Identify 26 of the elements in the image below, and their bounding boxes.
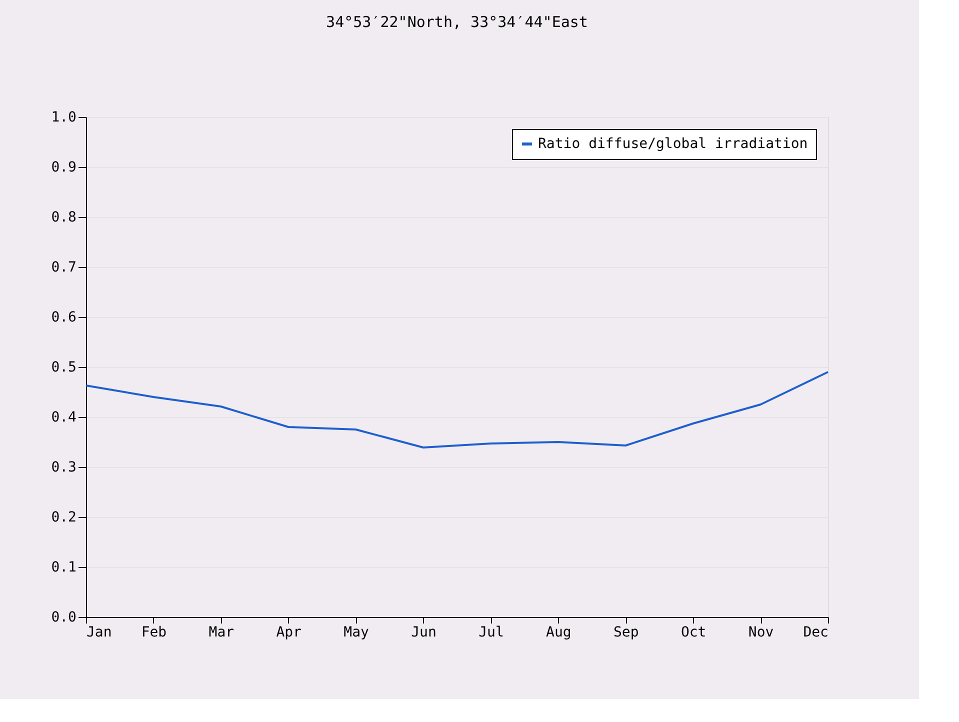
x-tick-label: Oct — [680, 624, 706, 640]
x-tick-label: Jul — [478, 624, 504, 640]
y-tick-label: 0.2 — [51, 510, 76, 526]
x-tick-label: Mar — [208, 624, 234, 640]
x-tick-label: Apr — [276, 624, 302, 640]
chart-title: 34°53′22"North, 33°34′44"East — [326, 13, 588, 31]
legend-label: Ratio diffuse/global irradiation — [538, 136, 808, 152]
y-tick-label: 0.7 — [51, 260, 76, 276]
x-tick-label: Sep — [613, 624, 639, 640]
y-tick-label: 0.1 — [51, 560, 76, 576]
x-tick-label: Jan — [86, 624, 112, 640]
y-tick-label: 0.9 — [51, 160, 76, 176]
x-tick-label: Dec — [803, 624, 828, 640]
y-tick-label: 0.3 — [51, 460, 76, 476]
y-tick-label: 0.5 — [51, 360, 76, 376]
x-tick-label: Jun — [411, 624, 436, 640]
y-tick-label: 0.0 — [51, 610, 76, 626]
y-tick-label: 1.0 — [51, 110, 76, 126]
x-tick-label: May — [344, 624, 369, 640]
x-tick-label: Feb — [141, 624, 167, 640]
y-tick-label: 0.8 — [51, 210, 76, 226]
x-tick-label: Nov — [748, 624, 774, 640]
y-tick-label: 0.4 — [51, 410, 76, 426]
y-tick-label: 0.6 — [51, 310, 76, 326]
line-series — [85, 371, 829, 448]
x-tick-label: Aug — [546, 624, 572, 640]
